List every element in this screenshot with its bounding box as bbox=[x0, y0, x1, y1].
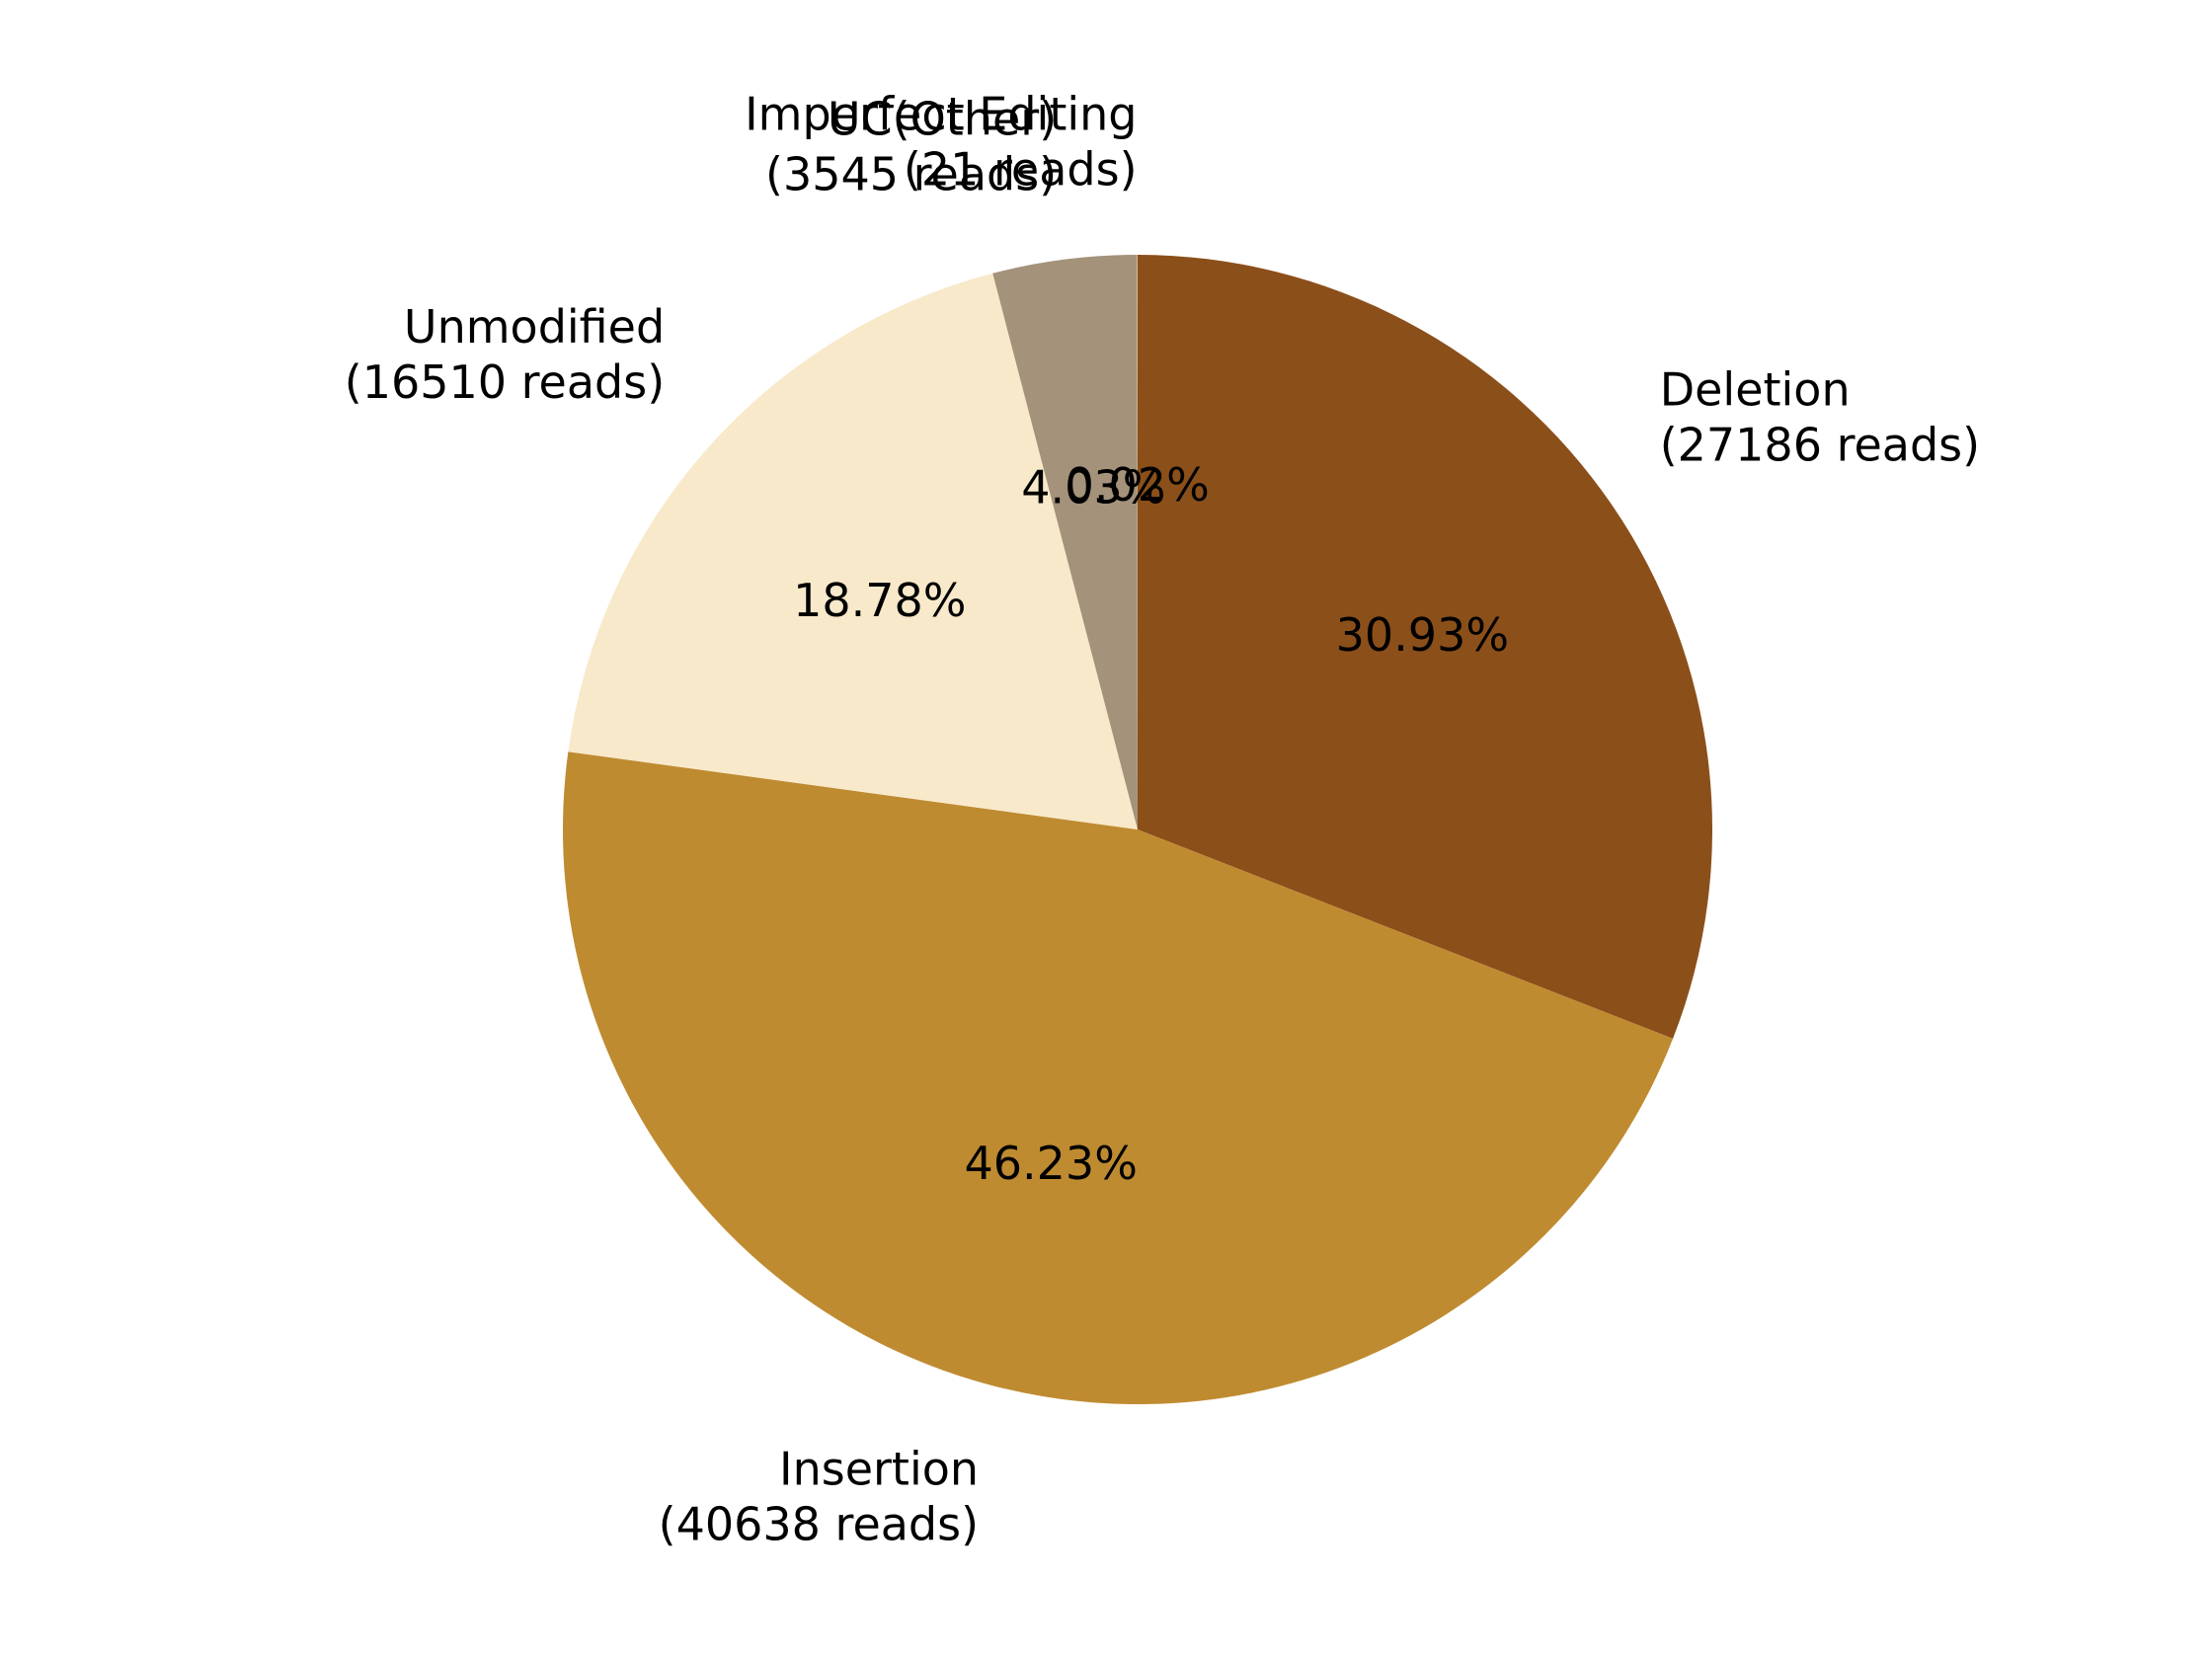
pct-label-insertion: 46.23% bbox=[965, 1137, 1138, 1190]
slice-name-insertion: Insertion bbox=[779, 1442, 979, 1495]
slice-insertion bbox=[562, 751, 1674, 1405]
slice-deletion bbox=[1138, 255, 1713, 1039]
outer-label-deletion: Deletion(27186 reads) bbox=[1660, 363, 1980, 472]
pct-label-unmodified: 18.78% bbox=[793, 574, 966, 627]
slice-name-uc-other: UC(Other) bbox=[828, 93, 1057, 146]
outer-label-unmodified: Unmodified(16510 reads) bbox=[345, 300, 665, 409]
slice-reads-unmodified: (16510 reads) bbox=[345, 356, 665, 409]
slice-labels: Deletion(27186 reads) Insertion(40638 rea… bbox=[345, 87, 1980, 1550]
pct-label-uc-other: 4.03% bbox=[1021, 461, 1165, 514]
pie-slices bbox=[562, 254, 1713, 1405]
slice-name-unmodified: Unmodified bbox=[404, 300, 665, 354]
slice-name-deletion: Deletion bbox=[1660, 363, 1851, 417]
outer-label-uc-other: UC(Other)(3545 reads) bbox=[765, 93, 1057, 201]
slice-uc-other bbox=[992, 255, 1138, 830]
slice-unmodified bbox=[568, 273, 1138, 830]
slice-reads-insertion: (40638 reads) bbox=[659, 1497, 979, 1550]
outer-label-insertion: Insertion(40638 reads) bbox=[659, 1442, 979, 1550]
outer-label-imperfect-editing: Imperfect Editing(21 reads) bbox=[745, 87, 1137, 196]
slice-reads-deletion: (27186 reads) bbox=[1660, 419, 1980, 472]
pct-label-imperfect-editing: 0.02% bbox=[1066, 458, 1210, 512]
slice-reads-uc-other: (3545 reads) bbox=[765, 148, 1057, 201]
pct-label-deletion: 30.93% bbox=[1336, 608, 1509, 662]
slice-reads-imperfect-editing: (21 reads) bbox=[904, 142, 1138, 196]
slice-imperfect-editing bbox=[1137, 254, 1138, 830]
percentage-labels: 30.93% 46.23% 18.78% 4.03%0.02% bbox=[793, 458, 1509, 1190]
slice-name-imperfect-editing: Imperfect Editing bbox=[745, 87, 1137, 140]
